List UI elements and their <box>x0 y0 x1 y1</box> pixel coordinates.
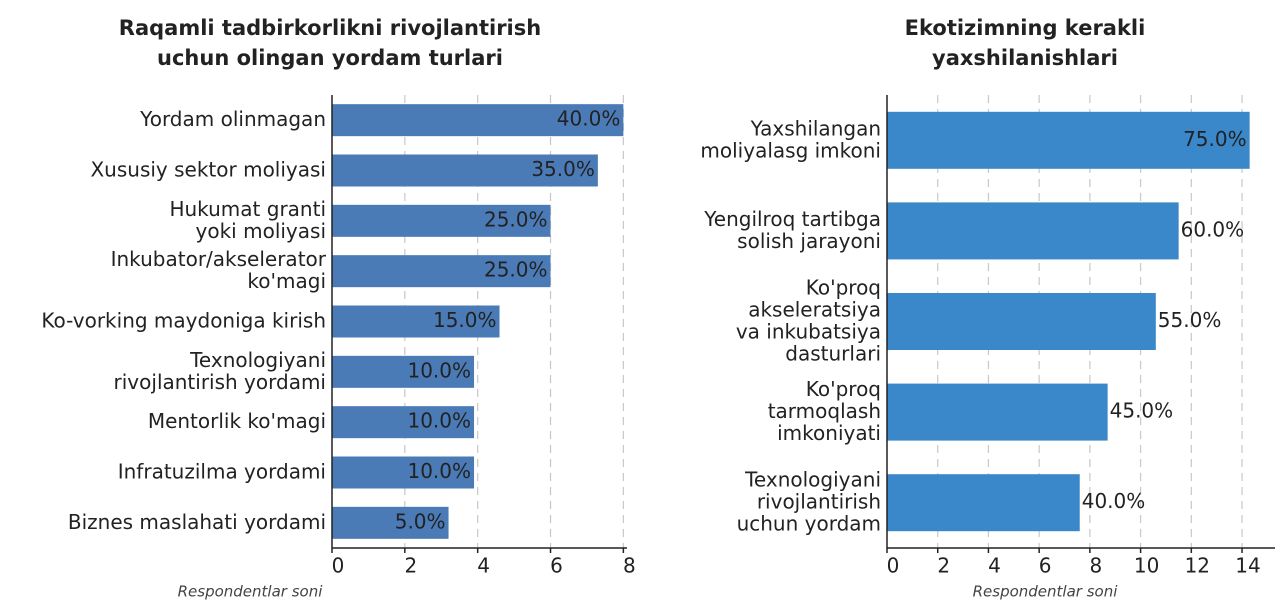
value-label: 55.0% <box>1158 308 1222 332</box>
bar <box>332 355 475 388</box>
bar <box>887 474 1080 532</box>
chart-title: Ekotizimning kerakli yaxshilanishlari <box>905 16 1146 70</box>
value-label: 10.0% <box>407 358 471 382</box>
y-tick-label: Ko-vorking maydoniga kirish <box>41 308 326 332</box>
x-axis-label: Respondentlar soni <box>178 583 324 601</box>
y-tick-label: Yaxshilangan moliyalasg imkoni <box>700 116 881 162</box>
x-tick-label: 6 <box>1039 554 1052 578</box>
bar <box>332 305 500 338</box>
value-label: 15.0% <box>433 308 497 332</box>
bar <box>332 154 598 187</box>
x-tick-label: 8 <box>1090 554 1103 578</box>
x-tick-label: 14 <box>1235 554 1260 578</box>
y-tick-label: Texnologiyani rivojlantirish yordami <box>114 347 326 393</box>
bar <box>332 204 551 237</box>
y-tick-label: Ko'proq akseleratsiya va inkubatsiya dastur… <box>736 275 881 365</box>
x-tick-label: 0 <box>887 554 900 578</box>
bar <box>887 202 1179 260</box>
bar <box>887 293 1156 350</box>
x-axis-label: Respondentlar soni <box>973 583 1119 601</box>
x-tick-label: 4 <box>988 554 1001 578</box>
y-tick-label: Ko'proq tarmoqlash imkoniyati <box>768 377 881 445</box>
y-tick-label: Xususiy sektor moliyasi <box>90 157 326 181</box>
bar <box>332 456 475 489</box>
value-label: 60.0% <box>1181 217 1245 241</box>
x-tick-label: 6 <box>550 554 563 578</box>
value-label: 10.0% <box>407 459 471 483</box>
value-label: 45.0% <box>1110 399 1174 423</box>
x-tick-label: 0 <box>332 554 345 578</box>
y-tick-label: Yordam olinmagan <box>139 107 326 131</box>
x-tick-label: 10 <box>1134 554 1159 578</box>
value-label: 10.0% <box>407 409 471 433</box>
bar <box>332 104 624 137</box>
bar <box>887 383 1108 441</box>
bar <box>887 111 1250 169</box>
y-tick-label: Yengilroq tartibga solish jarayoni <box>703 206 881 252</box>
y-tick-label: Mentorlik ko'magi <box>148 409 326 433</box>
x-tick-label: 12 <box>1185 554 1210 578</box>
x-tick-label: 8 <box>623 554 636 578</box>
value-label: 25.0% <box>484 258 548 282</box>
bar <box>332 406 475 439</box>
bar <box>332 255 551 288</box>
y-tick-label: Inkubator/akselerator ko'magi <box>111 247 327 293</box>
y-tick-label: Infratuzilma yordami <box>118 459 326 483</box>
x-tick-label: 4 <box>477 554 490 578</box>
value-label: 25.0% <box>484 207 548 231</box>
bar <box>332 506 449 539</box>
value-label: 35.0% <box>531 157 595 181</box>
x-tick-label: 2 <box>937 554 950 578</box>
y-tick-label: Texnologiyani rivojlantirish uchun yordam <box>737 467 881 535</box>
value-label: 40.0% <box>1082 489 1146 513</box>
y-tick-label: Hukumat granti yoki moliyasi <box>169 196 326 242</box>
value-label: 75.0% <box>1183 127 1247 151</box>
x-tick-label: 2 <box>404 554 417 578</box>
value-label: 5.0% <box>395 509 446 533</box>
value-label: 40.0% <box>557 107 621 131</box>
chart-title: Raqamli tadbirkorlikni rivojlantirish uch… <box>119 16 541 70</box>
y-tick-label: Biznes maslahati yordami <box>68 509 326 533</box>
